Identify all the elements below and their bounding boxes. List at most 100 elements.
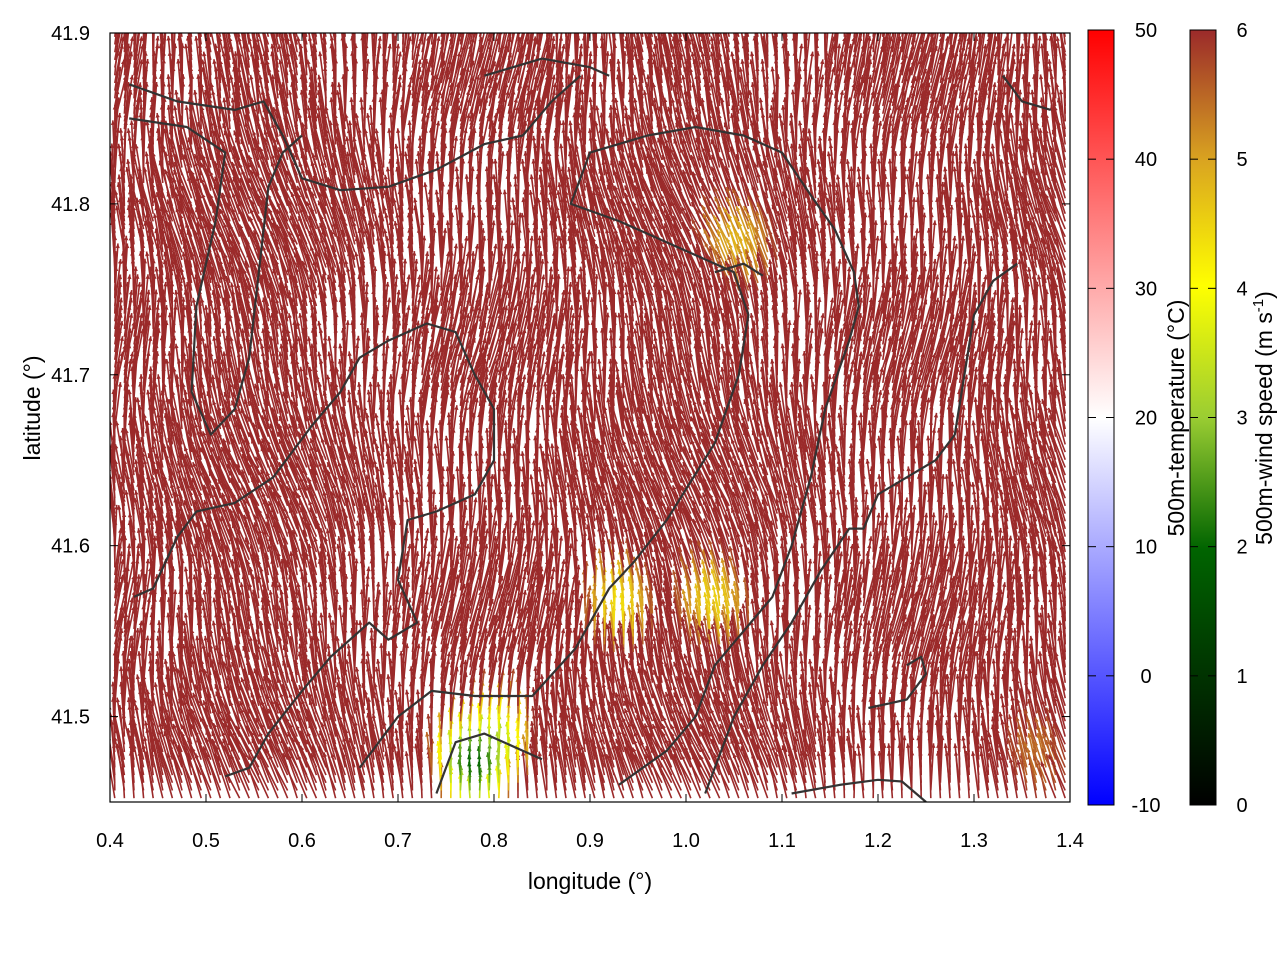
wind-arrow [117,505,126,553]
wind-vector-field [110,33,1067,799]
wind-arrow [421,33,424,37]
wind-arrow [402,33,404,37]
wind-arrow [180,33,183,37]
wind-arrow [526,33,529,37]
wind-arrow [237,33,241,38]
wind-arrow [114,33,119,53]
wind-arrow [114,320,124,368]
wind-arrow [126,159,135,207]
wind-arrow [430,33,433,37]
wind-arrow [304,33,308,38]
wind-arrow [133,33,140,68]
wind-arrow [122,436,135,484]
wind-arrow [124,428,135,476]
plot-area [110,33,1070,802]
wind-arrow [257,33,260,37]
wind-arrow [110,420,116,468]
wind-arrow [555,33,558,37]
wind-arrow [382,33,385,37]
wind-arrow [344,33,346,37]
wind-arrow [133,59,144,107]
wind-arrow [123,33,129,61]
wind-arrow [135,397,145,445]
wind-arrow [114,33,124,68]
wind-arrow [247,33,250,38]
wind-arrow [114,33,118,45]
wind-arrow [123,543,132,591]
wind-arrow [440,33,443,37]
wind-arrow [488,33,491,37]
wind-arrow [199,33,202,37]
wind-arrow [135,674,145,722]
wind-arrow [161,33,164,37]
wind-arrow [125,674,135,722]
wind-arrow [507,33,510,38]
wind-arrow [113,736,126,783]
wind-arrow [113,713,126,760]
wind-arrow [142,33,145,37]
wind-arrow [114,33,121,61]
wind-arrow [450,33,452,37]
wind-arrow [122,467,135,514]
wind-arrow [114,112,122,160]
wind-arrow [123,74,134,122]
wind-arrow [114,33,117,37]
wind-arrow [114,420,126,468]
wind-arrow [353,33,356,37]
wind-arrow [114,444,126,491]
wind-arrow [469,33,472,37]
wind-arrow [136,528,145,576]
wind-arrow [123,36,135,84]
wind-arrow [536,33,539,37]
wind-arrow [478,33,482,38]
wind-arrow [227,33,231,38]
wind-arrow [285,33,289,38]
wind-arrow [134,489,145,537]
wind-arrow [123,313,134,360]
wind-arrow [121,713,135,760]
wind-arrow [123,274,132,322]
wind-arrow [498,33,500,37]
wind-arrow [123,459,135,507]
wind-arrow [324,33,327,38]
wind-arrow [276,33,279,37]
wind-arrow [114,190,126,237]
wind-arrow [113,459,126,507]
wind-arrow [574,33,577,37]
wind-arrow [114,297,123,345]
wind-arrow [392,33,395,37]
wind-arrow [132,744,145,791]
wind-arrow [133,313,144,360]
wind-arrow [363,33,366,37]
wind-arrow [546,33,548,37]
wind-arrow [334,33,337,37]
wind-arrow [142,589,153,637]
wind-arrow [117,174,126,222]
wind-arrow [123,289,134,337]
wind-arrow [126,128,135,176]
wind-arrow [133,33,135,37]
wind-arrow [133,282,142,330]
wind-arrow [114,259,123,307]
wind-arrow [133,82,142,130]
wind-arrow [190,33,193,37]
wind-arrow [123,351,135,399]
wind-arrow [295,33,298,38]
wind-arrow [142,305,152,353]
wind-arrow [114,551,124,599]
wind-arrow [124,490,135,537]
wind-arrow [171,33,174,37]
wind-arrow [372,33,375,37]
wind-arrow [314,33,318,38]
wind-arrow [132,697,145,745]
wind-arrow [134,459,145,507]
wind-arrow [110,764,116,799]
wind-arrow [517,33,520,37]
wind-arrow [266,33,270,38]
wind-arrow [142,289,151,337]
wind-arrow [114,559,125,607]
wind-arrow [209,33,212,37]
wind-arrow [115,697,126,745]
wind-arrow [218,33,222,38]
